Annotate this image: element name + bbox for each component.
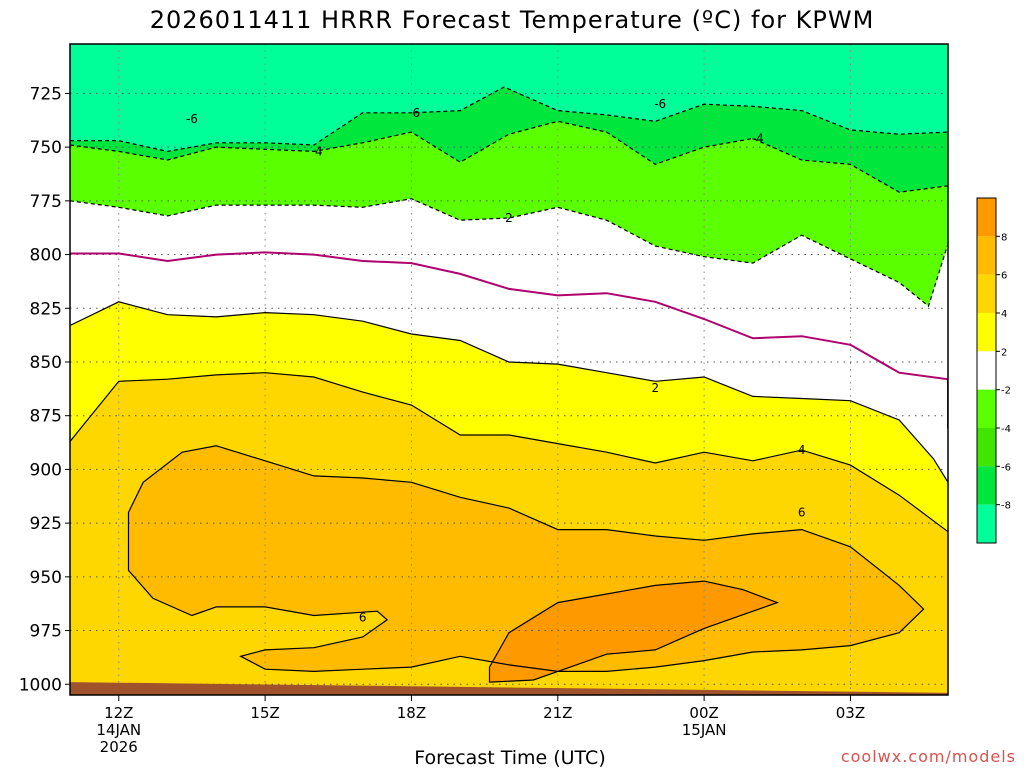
contour-label: -6 xyxy=(186,112,198,126)
y-tick-label: 975 xyxy=(30,622,62,642)
y-axis: 725 750 775 800 825 850 875 900 925 950 975 1000 xyxy=(19,84,70,695)
colorbar-swatch xyxy=(977,466,996,505)
y-tick-label: 950 xyxy=(30,568,62,588)
y-tick-label: 775 xyxy=(30,192,62,212)
colorbar-frame xyxy=(976,197,997,544)
y-tick-label: 925 xyxy=(30,514,62,534)
x-tick-label: 15JAN xyxy=(682,721,727,739)
colorbar-swatch xyxy=(977,236,996,275)
contour-line-minus6 xyxy=(70,86,948,153)
contour-line-2 xyxy=(70,301,948,483)
credit-text: coolwx.com/models xyxy=(841,747,1016,766)
colorbar-label: 6 xyxy=(1001,271,1007,282)
colorbar-label: 4 xyxy=(1001,309,1007,320)
colorbar-label: -6 xyxy=(1001,462,1011,473)
contour-label: 2 xyxy=(505,211,513,225)
y-tick-label: 1000 xyxy=(19,675,62,695)
contour-line-4 xyxy=(70,372,948,533)
y-tick-label: 800 xyxy=(30,246,62,266)
contour-label: -4 xyxy=(752,132,764,146)
contour-label: -6 xyxy=(654,97,666,111)
ground-surface xyxy=(70,682,948,695)
plot-frame xyxy=(69,43,949,696)
chart-title: 2026011411 HRRR Forecast Temperature (ºC… xyxy=(150,6,875,34)
colorbar-legend: 8 6 4 2 -2 -4 -6 -8 xyxy=(976,197,1011,544)
contour-lines xyxy=(70,86,948,683)
contour-label: 6 xyxy=(413,106,421,120)
y-tick-label: 900 xyxy=(30,460,62,480)
contour-line-8 xyxy=(488,580,780,683)
x-tick-label: 21Z xyxy=(543,704,572,722)
contour-label: 6 xyxy=(359,611,367,625)
x-tick-label: 12Z xyxy=(104,704,133,722)
x-tick-label: 2026 xyxy=(100,738,138,756)
colorbar-swatch xyxy=(977,351,996,390)
contour-line-minus4 xyxy=(70,120,948,193)
contour-labels: -6 6 -6 4 -4 2 2 4 6 6 xyxy=(186,97,806,624)
x-tick-label: 14JAN xyxy=(96,721,141,739)
colorbar-label: 2 xyxy=(1001,347,1007,358)
x-tick-label: 18Z xyxy=(397,704,426,722)
colorbar-label: 8 xyxy=(1001,232,1007,243)
colorbar-swatch xyxy=(977,198,996,237)
colorbar-label: -2 xyxy=(1001,386,1011,397)
colorbar-swatch xyxy=(977,428,996,467)
x-tick-label: 15Z xyxy=(250,704,279,722)
y-tick-label: 825 xyxy=(30,299,62,319)
contour-line-0 xyxy=(70,251,948,429)
grid-lines xyxy=(70,44,948,695)
contour-line-6 xyxy=(127,445,925,673)
contour-label: 4 xyxy=(315,144,323,158)
contour-label: 2 xyxy=(652,381,660,395)
y-tick-label: 875 xyxy=(30,407,62,427)
x-tick-label: 03Z xyxy=(836,704,865,722)
colorbar-swatch xyxy=(977,504,996,543)
y-tick-label: 725 xyxy=(30,84,62,104)
plot-area: -6 6 -6 4 -4 2 2 4 6 6 xyxy=(69,43,949,696)
filled-contours xyxy=(70,44,948,695)
colorbar-label: -8 xyxy=(1001,501,1011,512)
colorbar-label: -4 xyxy=(1001,424,1011,435)
colorbar-swatch xyxy=(977,313,996,352)
colorbar-swatch xyxy=(977,274,996,313)
band-8 xyxy=(489,581,778,683)
contour-label: 4 xyxy=(798,443,806,457)
y-tick-label: 750 xyxy=(30,138,62,158)
contour-line-minus2 xyxy=(70,198,948,308)
colorbar-swatch xyxy=(977,389,996,428)
contour-label: 6 xyxy=(798,505,806,519)
x-axis-title: Forecast Time (UTC) xyxy=(414,747,605,768)
y-tick-label: 850 xyxy=(30,353,62,373)
x-tick-label: 00Z xyxy=(689,704,718,722)
